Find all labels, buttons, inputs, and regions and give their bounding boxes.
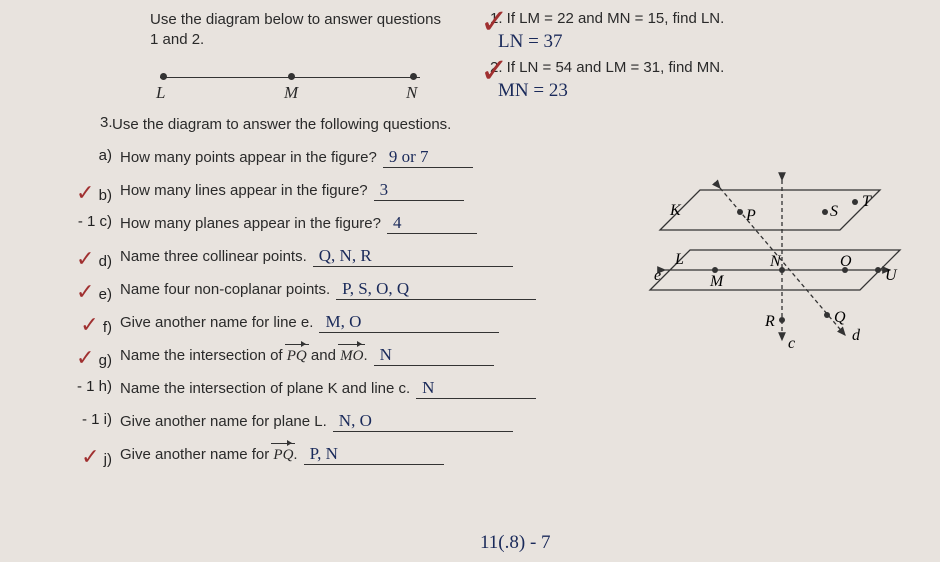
answer-3d: Q, N, R <box>313 246 513 267</box>
svg-text:P: P <box>745 207 756 224</box>
check-icon: ✓ <box>76 345 94 370</box>
svg-text:O: O <box>840 253 852 270</box>
q3-number: 3. <box>100 114 113 131</box>
check-icon: ✓ <box>480 2 509 42</box>
svg-text:d: d <box>852 327 861 344</box>
q3-instruction: Use the diagram to answer the following … <box>112 116 900 133</box>
svg-text:L: L <box>674 251 684 268</box>
svg-text:U: U <box>885 267 898 284</box>
answer-3f: M, O <box>319 312 499 333</box>
question-3a: a) How many points appear in the figure?… <box>120 147 900 168</box>
bottom-note: 11(.8) - 7 <box>480 532 551 554</box>
instruction-text: Use the diagram below to answer question… <box>150 10 450 49</box>
point-l: L <box>156 83 165 103</box>
answer-3e: P, S, O, Q <box>336 279 536 300</box>
label-a: a) <box>42 147 112 164</box>
answer-3j: P, N <box>304 444 444 465</box>
check-icon: ✓ <box>76 246 94 271</box>
svg-text:M: M <box>709 273 725 290</box>
svg-text:e: e <box>654 267 661 284</box>
question-2: 2. If LN = 54 and LM = 31, find MN. <box>490 59 900 76</box>
svg-text:N: N <box>769 253 782 270</box>
check-icon: ✓ <box>76 180 94 205</box>
svg-text:Q: Q <box>834 309 846 326</box>
check-icon: ✓ <box>80 312 98 337</box>
answer-3a: 9 or 7 <box>383 147 473 168</box>
question-3j: ✓ j) Give another name for PQ. P, N <box>120 444 900 465</box>
check-icon: ✓ <box>76 279 94 304</box>
svg-text:T: T <box>862 193 872 210</box>
answer-3g: N <box>374 345 494 366</box>
check-icon: ✓ <box>81 444 99 469</box>
answer-3h: N <box>416 378 536 399</box>
svg-text:S: S <box>830 203 838 220</box>
answer-3b: 3 <box>374 180 464 201</box>
question-1: 1. If LM = 22 and MN = 15, find LN. <box>490 10 900 27</box>
question-3i: - 1 i) Give another name for plane L. N,… <box>120 411 900 432</box>
question-3h: - 1 h) Name the intersection of plane K … <box>120 378 900 399</box>
answer-3c: 4 <box>387 213 477 234</box>
svg-text:c: c <box>788 335 795 352</box>
answer-2: MN = 23 <box>498 80 900 102</box>
lmn-diagram: L M N <box>160 69 420 99</box>
point-n: N <box>406 83 417 103</box>
check-icon: ✓ <box>480 51 509 91</box>
answer-3i: N, O <box>333 411 513 432</box>
point-m: M <box>284 83 298 103</box>
svg-text:K: K <box>669 202 682 219</box>
answer-1: LN = 37 <box>498 31 900 53</box>
geometry-diagram: K P S T L e M N O U R Q c d <box>630 170 910 370</box>
svg-text:R: R <box>764 313 775 330</box>
